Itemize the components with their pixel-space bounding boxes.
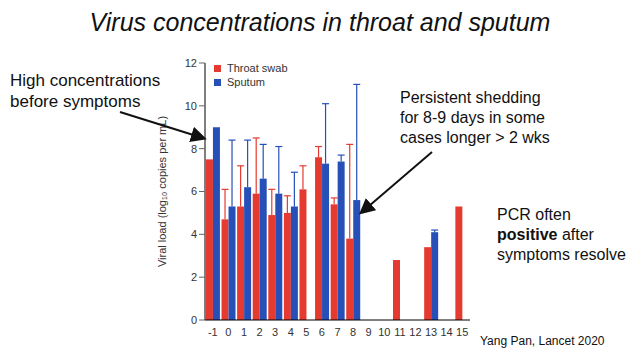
svg-text:10: 10 <box>185 100 197 112</box>
html-text:before symptoms: before symptoms <box>10 92 141 111</box>
svg-text:0: 0 <box>191 314 197 326</box>
svg-text:-1: -1 <box>208 326 218 338</box>
svg-text:0: 0 <box>225 326 231 338</box>
svg-text:5: 5 <box>303 326 309 338</box>
svg-text:11: 11 <box>394 326 405 338</box>
svg-text:14: 14 <box>440 326 452 338</box>
html-text:Yang Pan, Lancet 2020: Yang Pan, Lancet 2020 <box>480 334 605 348</box>
html-text:symptoms resolve: symptoms resolve <box>497 246 626 263</box>
svg-text:1: 1 <box>241 326 247 338</box>
svg-text:10: 10 <box>378 326 390 338</box>
svg-text:8: 8 <box>350 326 356 338</box>
html-text:Throat swab: Throat swab <box>227 62 288 74</box>
html-text:positive after: positive after <box>497 226 594 243</box>
svg-text:8: 8 <box>191 143 197 155</box>
svg-text:9: 9 <box>366 326 372 338</box>
html-text:High concentrations: High concentrations <box>10 71 161 90</box>
html-text:Virus concentrations in throat: Virus concentrations in throat and sputu… <box>89 8 551 36</box>
svg-text:12: 12 <box>409 326 421 338</box>
svg-text:13: 13 <box>425 326 437 338</box>
svg-text:4: 4 <box>288 326 294 338</box>
svg-text:2: 2 <box>256 326 262 338</box>
html-text:PCR often: PCR often <box>497 206 571 223</box>
svg-text:6: 6 <box>319 326 325 338</box>
html-text:cases longer > 2 wks: cases longer > 2 wks <box>400 129 550 146</box>
svg-text:15: 15 <box>456 326 468 338</box>
html-text:Sputum: Sputum <box>227 76 265 88</box>
html-text:Persistent shedding: Persistent shedding <box>400 89 541 106</box>
svg-text:12: 12 <box>185 57 197 69</box>
svg-text:2: 2 <box>191 271 197 283</box>
svg-text:3: 3 <box>272 326 278 338</box>
svg-text:6: 6 <box>191 185 197 197</box>
svg-text:4: 4 <box>191 228 197 240</box>
svg-text:Viral load (log₁₀ copies per m: Viral load (log₁₀ copies per mL) <box>156 116 168 267</box>
svg-text:7: 7 <box>334 326 340 338</box>
html-text:for 8-9 days in some: for 8-9 days in some <box>400 109 545 126</box>
